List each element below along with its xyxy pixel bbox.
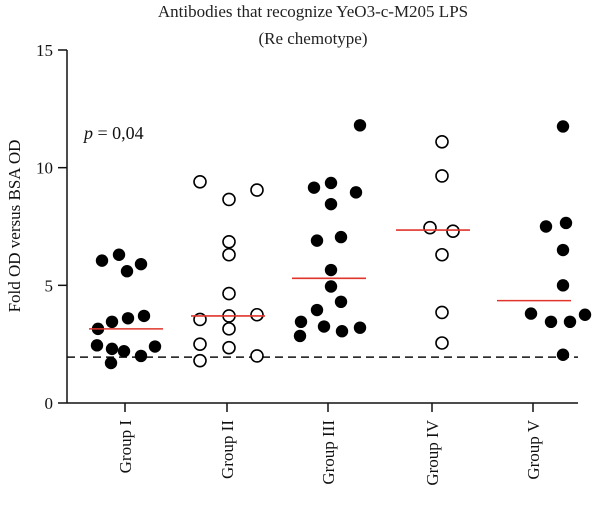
data-point-group-i (105, 342, 119, 356)
data-point-group-iii (307, 181, 321, 194)
data-point-group-v (563, 315, 577, 329)
data-point-group-v (556, 120, 570, 133)
data-point-group-ii (222, 247, 236, 262)
data-point-group-iv (435, 305, 449, 320)
data-point-group-iii (324, 176, 338, 190)
data-point-group-ii (222, 234, 236, 249)
data-point-group-i (104, 356, 118, 370)
data-point-group-ii (222, 322, 236, 336)
data-point-group-ii (250, 307, 264, 322)
data-points (90, 119, 592, 370)
data-point-group-iii (293, 329, 307, 343)
x-tick-label: Group V (524, 419, 543, 479)
data-point-group-i (95, 254, 109, 267)
data-point-group-v (556, 348, 570, 361)
p-value-annotation: p = 0,04 (82, 123, 144, 143)
p-value-text: = 0,04 (93, 123, 144, 143)
x-tick-label: Group II (218, 420, 237, 479)
data-point-group-v (539, 220, 553, 233)
data-point-group-i (134, 349, 148, 363)
data-point-group-ii (250, 349, 264, 363)
data-point-group-iii (310, 303, 324, 317)
y-tick-label: 10 (36, 159, 53, 178)
data-point-group-i (105, 315, 119, 329)
data-point-group-ii (222, 192, 236, 207)
p-value-symbol: p (82, 123, 93, 143)
data-point-group-iii (353, 119, 367, 132)
x-tick-label: Group I (116, 420, 135, 474)
data-point-group-ii (193, 353, 207, 368)
data-point-group-v (556, 279, 570, 292)
data-point-group-iv (423, 220, 437, 235)
y-tick-label: 15 (36, 41, 53, 60)
data-point-group-iii (334, 295, 348, 309)
data-point-group-v (578, 308, 592, 321)
data-point-group-i (137, 309, 151, 323)
data-point-group-iii (335, 325, 349, 338)
data-point-group-iii (324, 197, 338, 211)
x-tick-label: Group IV (423, 419, 442, 485)
data-point-group-i (112, 248, 126, 261)
data-point-group-iv (435, 134, 449, 149)
data-point-group-ii (222, 340, 236, 355)
chart-title-line1: Antibodies that recognize YeO3-c-M205 LP… (158, 2, 468, 21)
data-point-group-iii (349, 186, 363, 199)
x-tick-label: Group III (319, 420, 338, 485)
data-point-group-iii (324, 263, 338, 277)
data-point-group-ii (222, 286, 236, 301)
data-point-group-i (117, 345, 131, 358)
y-axis-label: Fold OD versus BSA OD (5, 140, 24, 313)
data-point-group-iii (317, 320, 331, 333)
data-point-group-iv (435, 247, 449, 262)
data-point-group-i (121, 312, 135, 325)
data-point-group-v (544, 315, 558, 329)
y-tick-label: 5 (45, 276, 54, 295)
data-point-group-v (559, 216, 573, 230)
data-point-group-ii (250, 183, 264, 197)
data-point-group-ii (193, 174, 207, 189)
data-point-group-i (148, 340, 162, 353)
data-point-group-iv (446, 224, 460, 239)
data-point-group-v (524, 307, 538, 320)
data-point-group-iv (435, 336, 449, 350)
data-point-group-iii (294, 315, 308, 329)
data-point-group-iii (334, 230, 348, 244)
data-point-group-i (134, 257, 148, 271)
data-point-group-iii (310, 234, 324, 247)
data-point-group-ii (193, 337, 207, 351)
data-point-group-iii (353, 321, 367, 334)
data-point-group-i (120, 265, 134, 278)
data-point-group-v (556, 243, 570, 257)
y-tick-label: 0 (45, 394, 54, 413)
median-lines (89, 229, 571, 330)
data-point-group-iii (324, 280, 338, 293)
data-point-group-i (90, 339, 104, 352)
chart-title-line2: (Re chemotype) (258, 29, 367, 48)
y-axis: 0 5 10 15 (36, 41, 67, 413)
x-axis: Group I Group II Group III Group IV Group V (116, 403, 543, 486)
data-point-group-iv (435, 169, 449, 183)
